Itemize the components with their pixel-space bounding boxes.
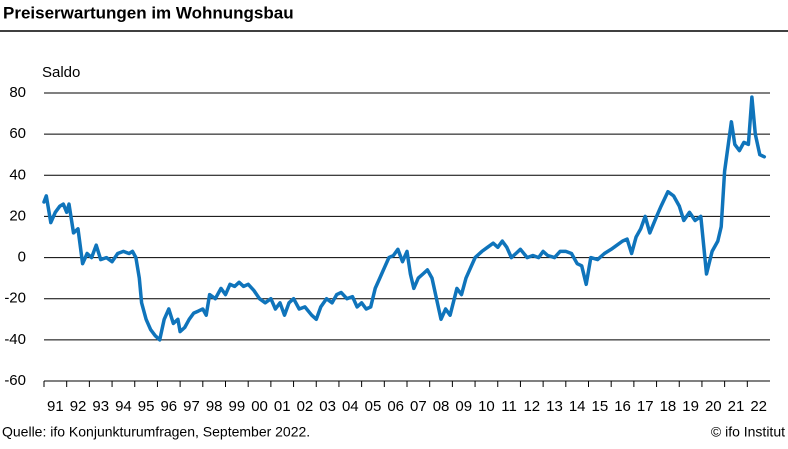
x-tick-label: 01 bbox=[274, 398, 291, 415]
y-tick-label: -20 bbox=[4, 290, 26, 307]
y-tick-label: 60 bbox=[9, 125, 26, 142]
x-tick-label: 22 bbox=[750, 398, 767, 415]
y-axis-label: Saldo bbox=[42, 64, 80, 81]
x-tick-label: 91 bbox=[47, 398, 64, 415]
y-tick-label: 40 bbox=[9, 166, 26, 183]
x-tick-label: 09 bbox=[455, 398, 472, 415]
chart-title: Preiserwartungen im Wohnungsbau bbox=[3, 3, 294, 22]
x-tick-label: 21 bbox=[728, 398, 745, 415]
y-tick-label: 80 bbox=[9, 84, 26, 101]
x-tick-label: 94 bbox=[115, 398, 132, 415]
source: Quelle: ifo Konjunkturumfragen, Septembe… bbox=[2, 424, 310, 440]
x-tick-label: 98 bbox=[206, 398, 223, 415]
x-tick-label: 20 bbox=[705, 398, 722, 415]
x-tick-label: 02 bbox=[297, 398, 314, 415]
x-tick-label: 05 bbox=[365, 398, 382, 415]
x-tick-label: 95 bbox=[138, 398, 155, 415]
x-tick-label: 13 bbox=[546, 398, 563, 415]
x-tick-label: 11 bbox=[501, 398, 517, 415]
x-tick-label: 00 bbox=[251, 398, 268, 415]
x-tick-label: 18 bbox=[660, 398, 677, 415]
x-tick-label: 14 bbox=[569, 398, 586, 415]
credit: © ifo Institut bbox=[711, 424, 785, 440]
data-line bbox=[42, 95, 767, 342]
x-tick-label: 08 bbox=[433, 398, 450, 415]
y-tick-label: -40 bbox=[4, 331, 26, 348]
x-tick-label: 92 bbox=[70, 398, 87, 415]
x-tick-label: 04 bbox=[342, 398, 359, 415]
y-tick-label: -60 bbox=[4, 372, 26, 389]
y-tick-label: 0 bbox=[18, 249, 26, 266]
y-tick-label: 20 bbox=[9, 207, 26, 224]
x-tick-label: 97 bbox=[183, 398, 200, 415]
x-tick-label: 10 bbox=[478, 398, 495, 415]
x-tick-label: 12 bbox=[523, 398, 540, 415]
x-tick-label: 15 bbox=[592, 398, 609, 415]
x-tick-label: 99 bbox=[229, 398, 246, 415]
x-tick-label: 16 bbox=[614, 398, 631, 415]
x-tick-label: 06 bbox=[387, 398, 404, 415]
x-tick-label: 03 bbox=[319, 398, 336, 415]
x-tick-label: 96 bbox=[160, 398, 177, 415]
x-tick-label: 93 bbox=[92, 398, 109, 415]
x-tick-label: 07 bbox=[410, 398, 427, 415]
x-tick-label: 19 bbox=[682, 398, 699, 415]
x-tick-label: 17 bbox=[637, 398, 654, 415]
